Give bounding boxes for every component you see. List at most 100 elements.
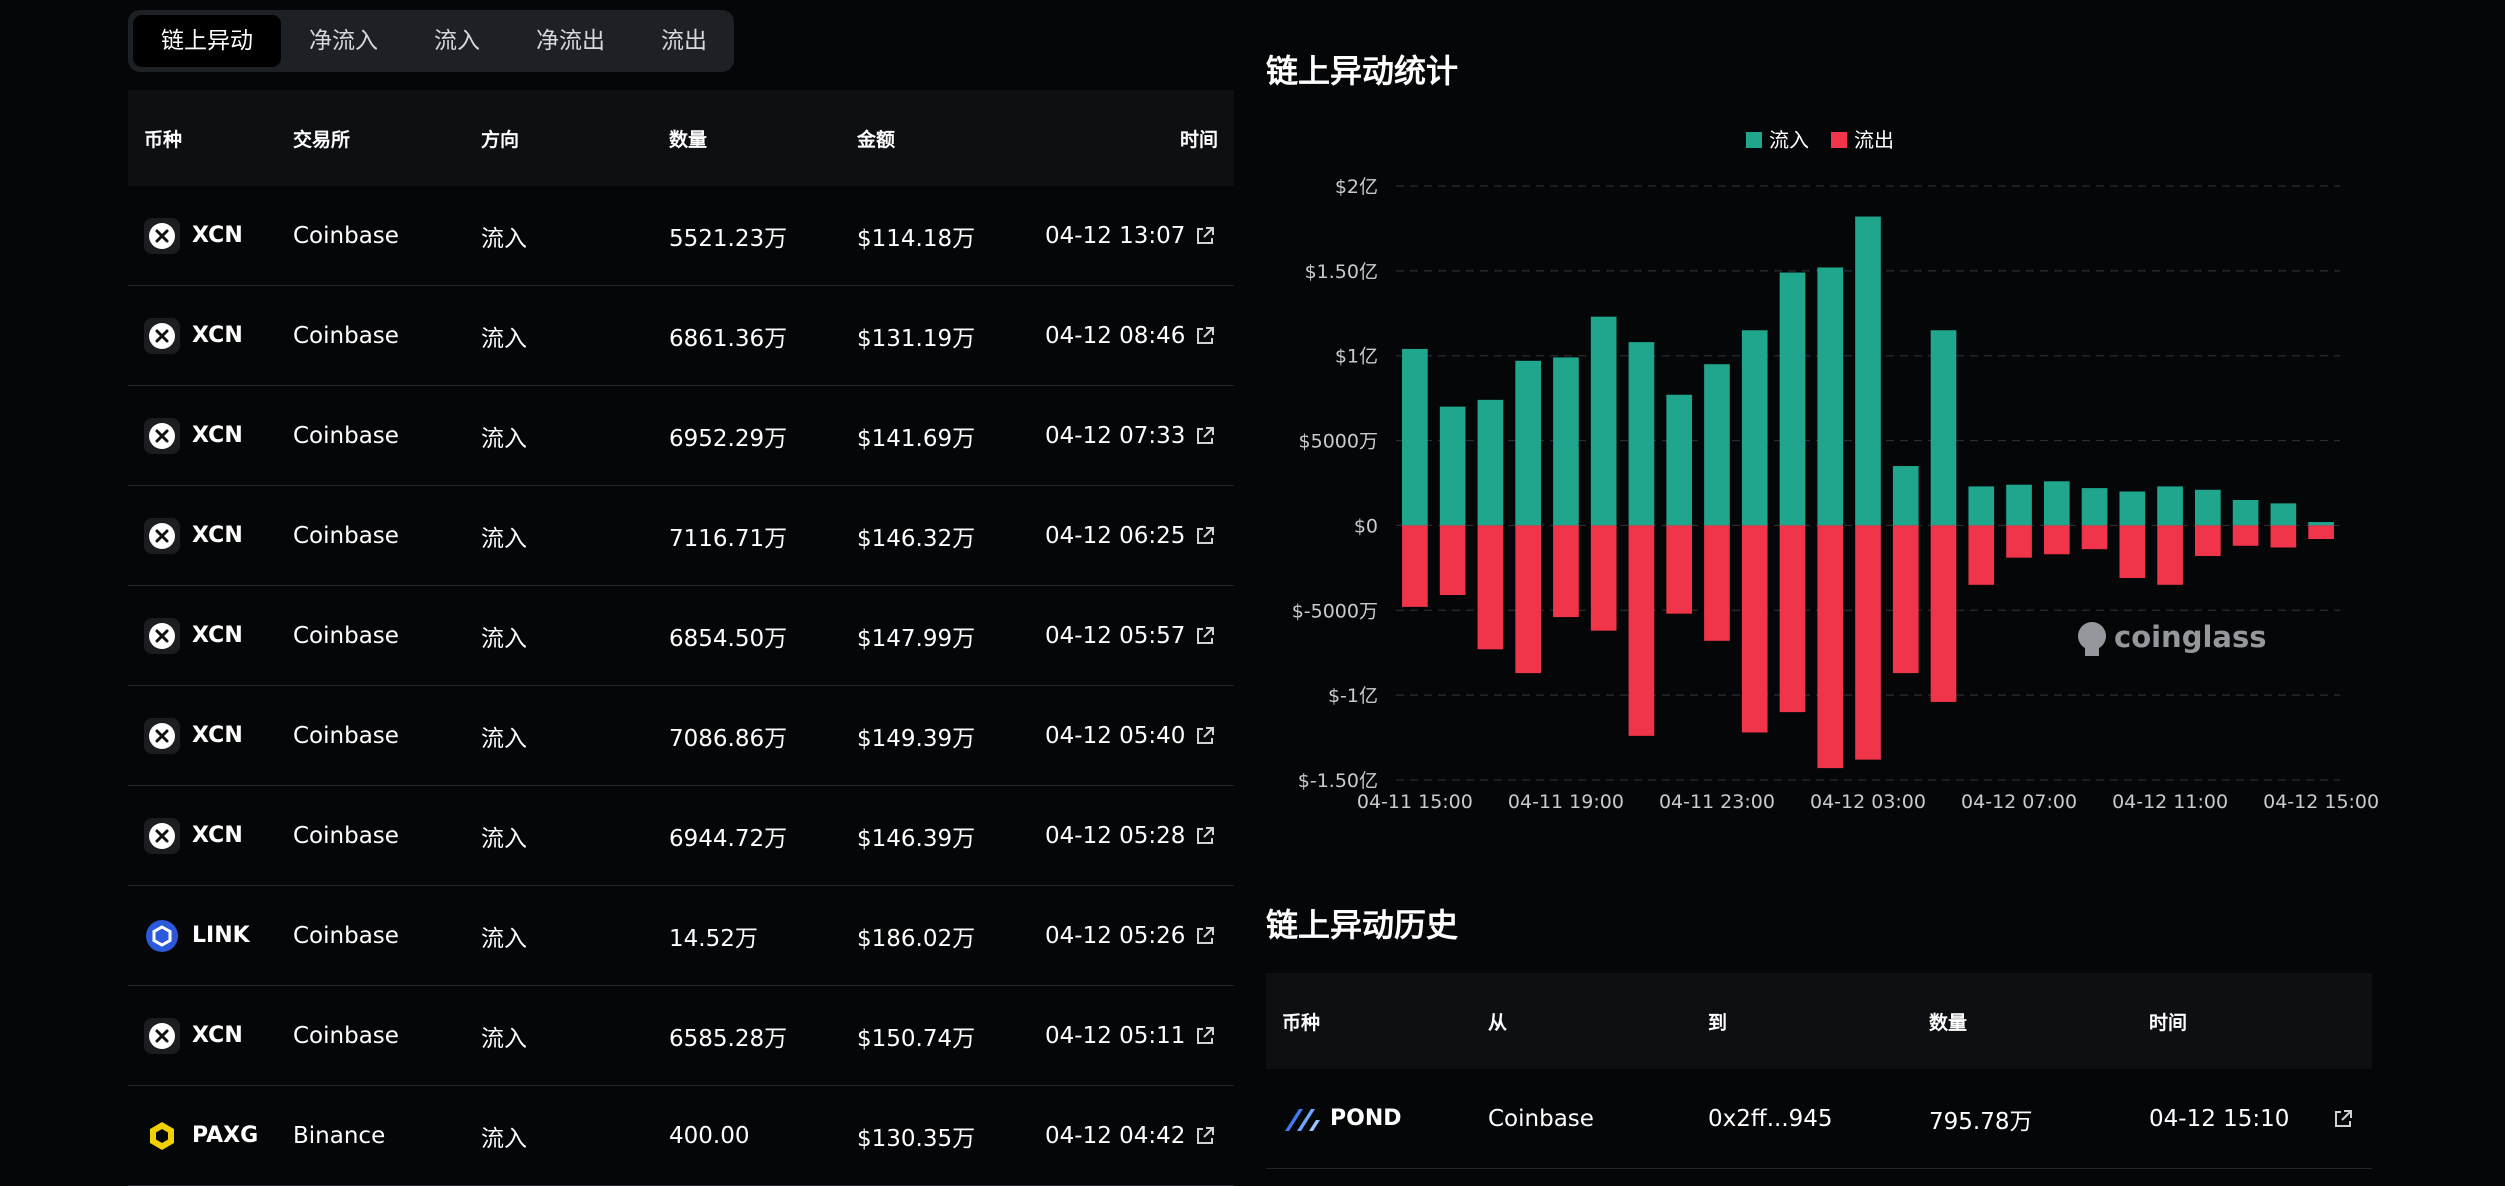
inflow-bar[interactable] xyxy=(2270,503,2297,526)
inflow-bar[interactable] xyxy=(1892,466,1919,526)
external-link-icon[interactable] xyxy=(1194,786,1216,885)
header-coin[interactable]: 币种 xyxy=(144,128,183,151)
table-row[interactable]: XCN Coinbase 流入 6585.28万 $150.74万 04-12 05:11 xyxy=(128,986,1234,1086)
external-link-icon[interactable] xyxy=(1194,386,1216,485)
history-header-coin[interactable]: 币种 xyxy=(1282,1011,1321,1034)
history-header-quantity[interactable]: 数量 xyxy=(1929,1011,1968,1034)
inflow-bar[interactable] xyxy=(2081,488,2108,526)
tab-4[interactable]: 流出 xyxy=(661,28,707,54)
outflow-bar[interactable] xyxy=(2006,525,2032,558)
inflow-bar[interactable] xyxy=(1855,216,1881,526)
inflow-bar[interactable] xyxy=(1590,316,1617,526)
inflow-bar[interactable] xyxy=(1477,399,1504,526)
outflow-bar[interactable] xyxy=(1704,525,1730,641)
inflow-bar[interactable] xyxy=(1968,486,1995,526)
coin-symbol[interactable]: XCN xyxy=(192,1023,243,1048)
external-link-icon[interactable] xyxy=(1194,686,1216,785)
history-header-time[interactable]: 时间 xyxy=(2149,1011,2188,1034)
inflow-bar[interactable] xyxy=(1666,394,1693,526)
outflow-bar[interactable] xyxy=(1439,525,1466,596)
outflow-bar[interactable] xyxy=(1628,525,1655,736)
table-row[interactable]: PAXG Binance 流入 400.00 $130.35万 04-12 04:42 xyxy=(128,1086,1234,1186)
outflow-bar[interactable] xyxy=(1590,525,1617,631)
coin-symbol[interactable]: POND xyxy=(1330,1106,1402,1131)
header-exchange[interactable]: 交易所 xyxy=(293,128,351,151)
outflow-bar[interactable] xyxy=(1930,525,1957,702)
outflow-bar[interactable] xyxy=(1553,525,1579,618)
outflow-bar[interactable] xyxy=(1968,525,1995,585)
inflow-bar[interactable] xyxy=(2119,491,2146,526)
to-address[interactable]: 0x2ff...945 xyxy=(1708,1105,1833,1132)
table-row[interactable]: XCN Coinbase 流入 6861.36万 $131.19万 04-12 08:46 xyxy=(128,286,1234,386)
legend-label-0[interactable]: 流入 xyxy=(1769,128,1809,152)
inflow-bar[interactable] xyxy=(1402,348,1428,526)
external-link-icon[interactable] xyxy=(1194,986,1216,1085)
outflow-bar[interactable] xyxy=(1892,525,1919,674)
coin-symbol[interactable]: LINK xyxy=(192,923,250,948)
outflow-bar[interactable] xyxy=(1515,525,1541,674)
outflow-bar[interactable] xyxy=(1855,525,1881,760)
external-link-icon[interactable] xyxy=(2332,1069,2354,1168)
outflow-bar[interactable] xyxy=(2195,525,2221,556)
outflow-bar[interactable] xyxy=(1741,525,1768,733)
inflow-bar[interactable] xyxy=(2157,486,2183,526)
inflow-bar[interactable] xyxy=(1439,406,1466,526)
header-quantity[interactable]: 数量 xyxy=(669,128,708,151)
outflow-bar[interactable] xyxy=(1666,525,1693,614)
outflow-bar[interactable] xyxy=(2081,525,2108,550)
external-link-icon[interactable] xyxy=(1194,1086,1216,1185)
external-link-icon[interactable] xyxy=(1194,186,1216,285)
inflow-bar[interactable] xyxy=(1704,364,1730,526)
outflow-bar[interactable] xyxy=(2270,525,2297,548)
inflow-bar[interactable] xyxy=(2232,499,2259,526)
outflow-bar[interactable] xyxy=(2043,525,2070,555)
inflow-bar[interactable] xyxy=(2006,484,2032,526)
outflow-bar[interactable] xyxy=(2308,525,2334,540)
table-row[interactable]: XCN Coinbase 流入 6952.29万 $141.69万 04-12 07:33 xyxy=(128,386,1234,486)
tab-0[interactable]: 链上异动 xyxy=(133,15,281,67)
coin-symbol[interactable]: XCN xyxy=(192,423,243,448)
table-row[interactable]: XCN Coinbase 流入 6854.50万 $147.99万 04-12 05:57 xyxy=(128,586,1234,686)
outflow-bar[interactable] xyxy=(1817,525,1844,769)
inflow-bar[interactable] xyxy=(1628,342,1655,526)
table-row[interactable]: XCN Coinbase 流入 6944.72万 $146.39万 04-12 05:28 xyxy=(128,786,1234,886)
external-link-icon[interactable] xyxy=(1194,486,1216,585)
tab-2[interactable]: 流入 xyxy=(434,28,480,54)
outflow-bar[interactable] xyxy=(1779,525,1806,713)
history-header-from[interactable]: 从 xyxy=(1488,1011,1508,1034)
header-amount[interactable]: 金额 xyxy=(857,128,896,151)
tab-3[interactable]: 净流出 xyxy=(536,28,605,54)
inflow-bar[interactable] xyxy=(1779,272,1806,526)
outflow-bar[interactable] xyxy=(1477,525,1504,650)
outflow-bar[interactable] xyxy=(2232,525,2259,546)
table-row[interactable]: LINK Coinbase 流入 14.52万 $186.02万 04-12 05:26 xyxy=(128,886,1234,986)
outflow-bar[interactable] xyxy=(2119,525,2146,579)
inflow-bar[interactable] xyxy=(1553,357,1579,526)
outflow-bar[interactable] xyxy=(2157,525,2183,585)
external-link-icon[interactable] xyxy=(1194,586,1216,685)
legend-label-1[interactable]: 流出 xyxy=(1854,128,1894,152)
coin-symbol[interactable]: XCN xyxy=(192,623,243,648)
inflow-bar[interactable] xyxy=(2308,522,2334,526)
inflow-bar[interactable] xyxy=(2043,481,2070,526)
external-link-icon[interactable] xyxy=(1194,286,1216,385)
inflow-bar[interactable] xyxy=(2195,489,2221,526)
table-row[interactable]: XCN Coinbase 流入 7086.86万 $149.39万 04-12 05:40 xyxy=(128,686,1234,786)
table-row[interactable]: XCN Coinbase 流入 5521.23万 $114.18万 04-12 13:07 xyxy=(128,186,1234,286)
external-link-icon[interactable] xyxy=(1194,886,1216,985)
header-time[interactable]: 时间 xyxy=(1179,128,1218,151)
inflow-bar[interactable] xyxy=(1515,360,1541,526)
coin-symbol[interactable]: XCN xyxy=(192,223,243,248)
coin-symbol[interactable]: XCN xyxy=(192,823,243,848)
coin-symbol[interactable]: XCN xyxy=(192,323,243,348)
header-direction[interactable]: 方向 xyxy=(481,128,520,151)
tab-1[interactable]: 净流入 xyxy=(309,28,378,54)
inflow-bar[interactable] xyxy=(1930,330,1957,526)
outflow-bar[interactable] xyxy=(1402,525,1428,607)
coin-symbol[interactable]: XCN xyxy=(192,723,243,748)
inflow-bar[interactable] xyxy=(1817,267,1844,526)
table-row[interactable]: XCN Coinbase 流入 7116.71万 $146.32万 04-12 06:25 xyxy=(128,486,1234,586)
history-header-to[interactable]: 到 xyxy=(1708,1011,1728,1034)
history-table-row[interactable]: POND Coinbase 0x2ff...945 795.78万 04-12 15:1… xyxy=(1266,1069,2372,1169)
inflow-bar[interactable] xyxy=(1741,330,1768,526)
